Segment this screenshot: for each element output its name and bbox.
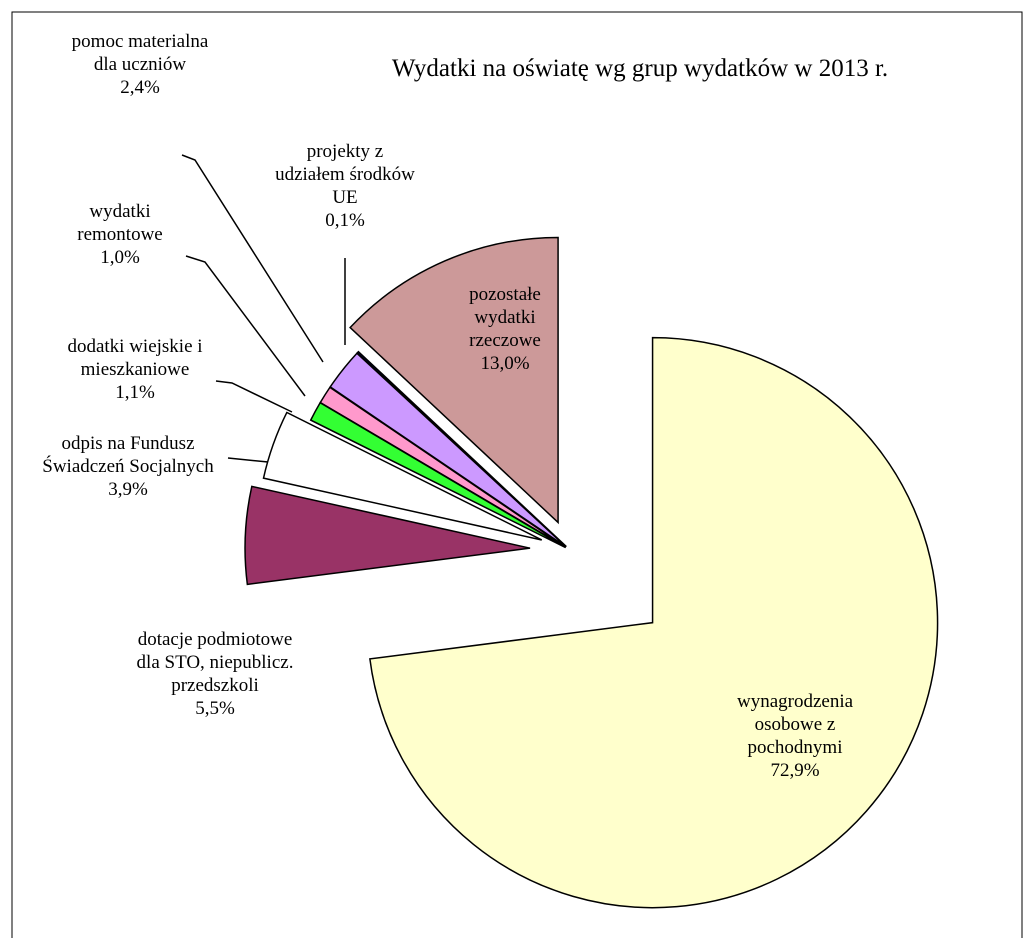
value-label: 5,5%: [195, 698, 235, 719]
leader-lines: [181, 154, 346, 471]
value-label: 1,1%: [115, 382, 155, 403]
category-label: wydatki remontowe: [77, 201, 163, 245]
slice-label: projekty z udziałem środków UE0,1%: [270, 140, 420, 232]
category-label: pomoc materialna dla uczniów: [71, 31, 209, 75]
category-label: wynagrodzenia osobowe z pochodnymi: [736, 691, 854, 758]
slice-label-box: pomoc materialna dla uczniów 2,4%: [65, 30, 215, 99]
leader-line: [185, 255, 306, 397]
category-label: dodatki wiejskie i mieszkaniowe: [67, 336, 203, 380]
slice-label-box: dodatki wiejskie i mieszkaniowe 1,1%: [35, 335, 235, 404]
value-label: 72,9%: [770, 760, 820, 781]
slice-label-box: projekty z udziałem środków UE 0,1%: [270, 140, 420, 232]
pie-slice: [262, 411, 543, 541]
value-label: 13,0%: [480, 353, 530, 374]
pie-slice: [369, 336, 939, 909]
leader-line: [215, 380, 293, 413]
value-label: 3,9%: [108, 479, 148, 500]
slice-label-box: dotacje podmiotowe dla STO, niepublicz. …: [130, 628, 300, 720]
leader-line: [181, 154, 324, 363]
category-label: projekty z udziałem środków UE: [275, 141, 415, 208]
slice-label: dotacje podmiotowe dla STO, niepublicz. …: [130, 628, 300, 720]
pie-slice: [244, 485, 531, 586]
value-label: 1,0%: [100, 247, 140, 268]
category-label: pozostałe wydatki rzeczowe: [469, 284, 541, 351]
value-label: 0,1%: [325, 210, 365, 231]
slice-label-box: pozostałe wydatki rzeczowe 13,0%: [440, 283, 570, 375]
chart-title: Wydatki na oświatę wg grup wydatków w 20…: [392, 55, 888, 82]
pie-slice: [356, 350, 567, 548]
slice-label: odpis na Fundusz Świadczeń Socjalnych3,9…: [28, 432, 228, 501]
category-label: dotacje podmiotowe dla STO, niepublicz. …: [136, 629, 294, 696]
pie-slice: [349, 236, 559, 525]
slice-label-box: wynagrodzenia osobowe z pochodnymi 72,9%: [715, 690, 875, 782]
slice-label-box: odpis na Fundusz Świadczeń Socjalnych 3,9…: [28, 432, 228, 501]
category-label: odpis na Fundusz Świadczeń Socjalnych: [42, 433, 214, 477]
slice-label-box: wydatki remontowe 1,0%: [50, 200, 190, 269]
value-label: 2,4%: [120, 77, 160, 98]
